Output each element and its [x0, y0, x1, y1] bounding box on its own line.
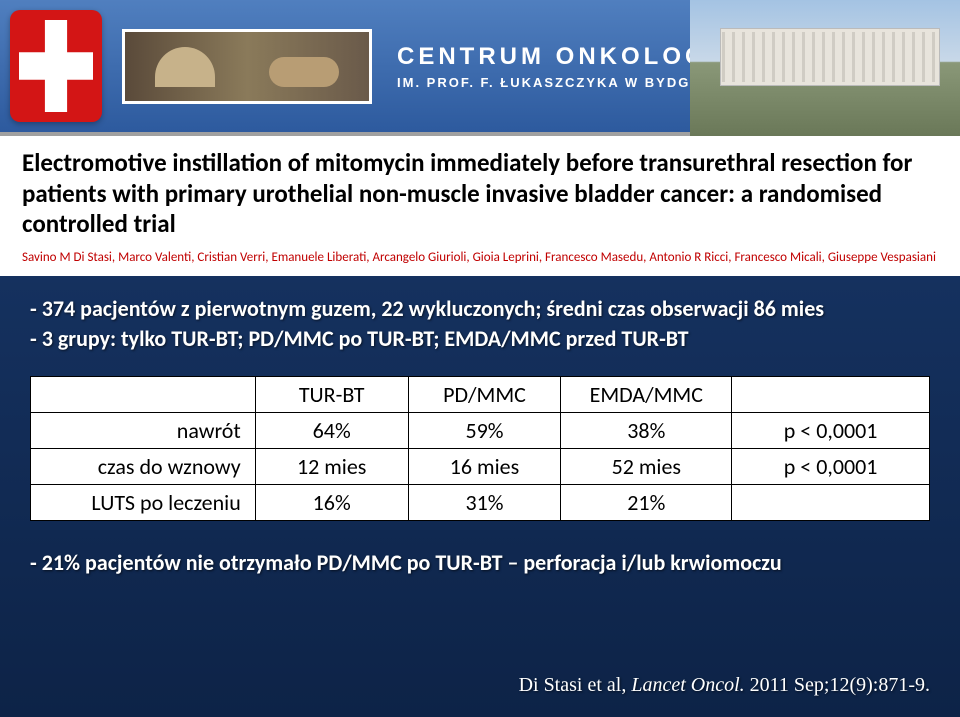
- table-header-cell: TUR-BT: [255, 376, 408, 412]
- slide-body: - 374 pacjentów z pierwotnym guzem, 22 w…: [0, 276, 960, 575]
- table-cell: czas do wznowy: [31, 448, 256, 484]
- citation: Di Stasi et al, Lancet Oncol. 2011 Sep;1…: [519, 674, 930, 697]
- bullet-top-line1: - 374 pacjentów z pierwotnym guzem, 22 w…: [30, 294, 930, 324]
- paper-title: Electromotive instillation of mitomycin …: [22, 148, 938, 240]
- table-cell: p < 0,0001: [732, 412, 930, 448]
- table-cell: 12 mies: [255, 448, 408, 484]
- results-table: TUR-BT PD/MMC EMDA/MMC nawrót 64% 59% 38…: [30, 376, 930, 521]
- table-cell: nawrót: [31, 412, 256, 448]
- table-cell: LUTS po leczeniu: [31, 484, 256, 520]
- table-cell: 21%: [561, 484, 732, 520]
- table-cell: 31%: [408, 484, 561, 520]
- table-row: nawrót 64% 59% 38% p < 0,0001: [31, 412, 930, 448]
- paper-authors: Savino M Di Stasi, Marco Valenti, Cristi…: [22, 250, 938, 267]
- table-header-cell: PD/MMC: [408, 376, 561, 412]
- bullet-bottom: - 21% pacjentów nie otrzymało PD/MMC po …: [30, 549, 930, 576]
- table-cell: 59%: [408, 412, 561, 448]
- table-header-cell: [31, 376, 256, 412]
- table-cell: 38%: [561, 412, 732, 448]
- table-cell: p < 0,0001: [732, 448, 930, 484]
- bullet-top: - 374 pacjentów z pierwotnym guzem, 22 w…: [30, 294, 930, 353]
- logo-redcross: [10, 10, 102, 122]
- table-cell: 16 mies: [408, 448, 561, 484]
- citation-details: 2011 Sep;12(9):871-9.: [750, 674, 930, 696]
- table-header-row: TUR-BT PD/MMC EMDA/MMC: [31, 376, 930, 412]
- hospital-photo: [690, 0, 960, 136]
- table-cell: [732, 484, 930, 520]
- citation-journal: Lancet Oncol.: [631, 674, 744, 696]
- table-cell: 16%: [255, 484, 408, 520]
- table-header-cell: EMDA/MMC: [561, 376, 732, 412]
- cross-icon: [19, 20, 93, 112]
- bullet-top-line2: - 3 grupy: tylko TUR-BT; PD/MMC po TUR-B…: [30, 324, 930, 354]
- slide-header: CENTRUM ONKOLOGII IM. PROF. F. ŁUKASZCZY…: [0, 0, 960, 136]
- table-cell: 64%: [255, 412, 408, 448]
- table-row: czas do wznowy 12 mies 16 mies 52 mies p…: [31, 448, 930, 484]
- table-cell: 52 mies: [561, 448, 732, 484]
- table-header-cell: [732, 376, 930, 412]
- paper-title-block: Electromotive instillation of mitomycin …: [0, 136, 960, 276]
- citation-authors: Di Stasi et al,: [519, 674, 627, 696]
- table-row: LUTS po leczeniu 16% 31% 21%: [31, 484, 930, 520]
- header-artwork: [122, 29, 372, 104]
